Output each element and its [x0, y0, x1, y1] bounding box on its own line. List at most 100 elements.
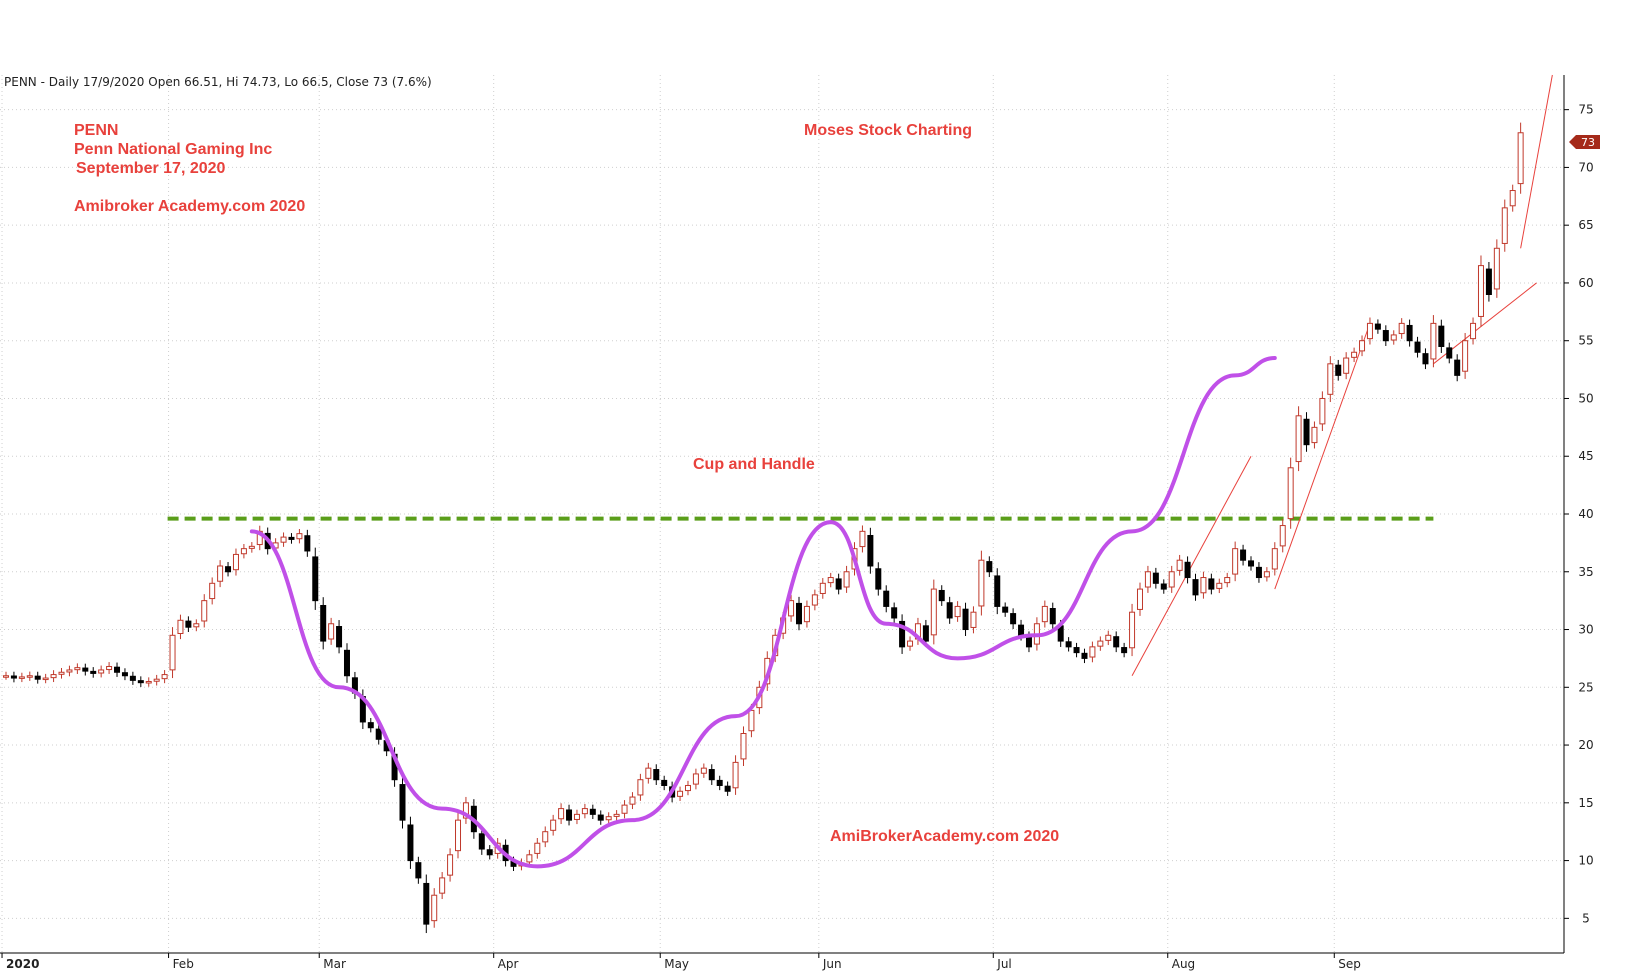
x-tick-label: Mar: [323, 957, 346, 971]
candle-down: [867, 534, 874, 567]
x-tick-label: Aug: [1172, 957, 1195, 971]
candle-up: [1517, 132, 1524, 185]
candle-down: [1422, 353, 1429, 365]
candle-up: [280, 536, 287, 543]
candle-up: [1398, 322, 1405, 335]
candle-up: [1351, 351, 1358, 358]
candle-up: [907, 640, 914, 647]
candle-up: [550, 819, 557, 831]
candle-up: [1176, 559, 1183, 571]
candle-up: [161, 674, 168, 680]
candle-up: [42, 677, 49, 681]
y-tick-label: 65: [1578, 218, 1593, 232]
candle-down: [367, 722, 374, 729]
y-tick-label: 55: [1578, 334, 1593, 348]
candle-down: [724, 785, 731, 792]
candle-down: [1406, 324, 1413, 342]
candle-down: [343, 649, 350, 677]
candle-up: [1343, 357, 1350, 374]
grid-lines: [0, 75, 1564, 953]
candle-up: [1232, 548, 1239, 575]
candle-down: [796, 602, 802, 625]
candle-down: [1414, 341, 1421, 353]
y-tick-label: 60: [1578, 276, 1593, 290]
cup-right-arc: [828, 356, 1277, 661]
candle-up: [1366, 322, 1373, 340]
site-label-bottom: AmiBrokerAcademy.com 2020: [830, 828, 1060, 845]
candle-down: [922, 625, 929, 642]
candle-up: [1041, 605, 1048, 623]
candle-down: [1184, 561, 1191, 579]
candle-up: [3, 675, 9, 678]
y-tick-label: 10: [1578, 854, 1593, 868]
y-tick-label: 5: [1582, 911, 1590, 925]
chart-header: PENN - Daily 17/9/2020 Open 66.51, Hi 74…: [4, 75, 432, 89]
candle-up: [439, 877, 446, 894]
x-tick-label: Apr: [498, 957, 519, 971]
candle-up: [1493, 247, 1500, 290]
x-tick-label: Jun: [822, 957, 842, 971]
candle-down: [1208, 578, 1215, 590]
candle-down: [407, 824, 414, 862]
candle-down: [1382, 330, 1389, 342]
candle-up: [248, 545, 255, 549]
overlay-lines: [167, 74, 1553, 676]
candle-up: [1168, 571, 1175, 588]
x-tick-label: Sep: [1338, 957, 1361, 971]
candle-up: [700, 767, 707, 774]
candle-up: [930, 588, 937, 636]
candle-up: [542, 831, 549, 843]
candle-up: [1501, 207, 1508, 244]
candle-up: [677, 790, 684, 797]
candle-up: [1263, 571, 1270, 578]
candle-down: [90, 670, 97, 674]
candle-down: [835, 578, 842, 590]
candle-up: [954, 605, 961, 618]
candle-up: [177, 619, 184, 635]
candle-down: [486, 849, 493, 856]
candle-up: [534, 842, 541, 854]
candle-down: [566, 809, 573, 821]
candle-up: [1327, 363, 1334, 395]
candle-down: [288, 536, 295, 540]
candle-up: [684, 784, 691, 792]
brand-label: Moses Stock Charting: [804, 122, 973, 139]
candle-down: [1065, 641, 1072, 648]
candle-up: [1462, 340, 1469, 372]
x-tick-label: 2020: [6, 957, 39, 971]
candle-down: [114, 666, 121, 673]
candle-up: [98, 669, 105, 674]
candle-up: [1216, 582, 1223, 589]
candle-down: [899, 620, 906, 648]
candle-up: [232, 553, 239, 571]
candle-down: [312, 556, 319, 602]
candle-up: [50, 674, 57, 679]
last-price-badge: 73: [1569, 135, 1600, 149]
candle-up: [169, 634, 176, 671]
candle-down: [1248, 560, 1255, 567]
candle-up: [462, 802, 469, 819]
trend-line-upper: [1274, 323, 1371, 590]
candle-down: [121, 672, 128, 677]
candle-down: [883, 590, 890, 607]
candle-up: [740, 733, 747, 760]
candle-up: [1470, 322, 1477, 340]
price-badge-shape: [1569, 135, 1600, 149]
candle-down: [1446, 347, 1453, 359]
candle-up: [788, 600, 795, 617]
candle-up: [1319, 397, 1326, 425]
candle-down: [708, 769, 715, 781]
candle-up: [645, 767, 652, 779]
candle-down: [423, 882, 430, 925]
candle-up: [209, 582, 216, 600]
candle-down: [137, 680, 144, 684]
candle-up: [1224, 577, 1231, 584]
candle-up: [18, 676, 25, 679]
candle-down: [1192, 579, 1199, 596]
trend-line-sep-upper: [1520, 74, 1553, 249]
candle-up: [827, 577, 834, 584]
cup-left-arc: [249, 520, 833, 869]
candle-down: [225, 566, 232, 573]
candle-up: [573, 813, 580, 820]
